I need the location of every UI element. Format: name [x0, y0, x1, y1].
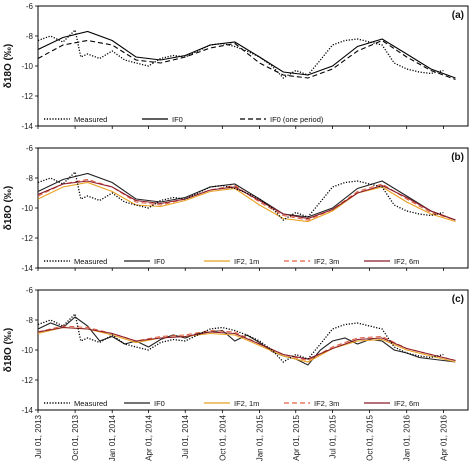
x-tick-label: Apr 01, 2015	[292, 414, 301, 460]
x-tick-label: Oct 01, 2014	[218, 414, 227, 460]
plot-frame	[37, 5, 469, 127]
y-axis-label: δ18O (‰)	[3, 44, 14, 88]
y-tick-label: -10	[21, 204, 33, 213]
panel-label: (a)	[452, 10, 464, 21]
series-line-if0	[38, 30, 456, 79]
y-tick-label: -8	[26, 316, 34, 325]
series-line-if0-one-period-	[38, 39, 456, 81]
y-tick-label: -6	[26, 2, 34, 11]
x-tick-label: Oct 01, 2015	[366, 414, 375, 460]
y-tick-label: -6	[26, 286, 34, 295]
y-tick-label: -12	[21, 234, 33, 243]
y-tick-label: -14	[21, 406, 33, 415]
panel-3: -6 -8 -10 -12 -14 δ18O (‰) (c) Measured IF0 IF2, …	[3, 286, 469, 415]
legend-label: IF0	[172, 115, 183, 124]
panel-1: -6 -8 -10 -12 -14 δ18O (‰) (a) Measured IF0 IF0 (…	[3, 2, 469, 131]
series-line-if2-6m	[38, 326, 456, 362]
x-tick-label: Oct 01, 2013	[71, 414, 80, 460]
series-line-if2-1m	[38, 326, 456, 363]
x-tick-label: Jan 01, 2016	[403, 414, 412, 461]
legend-label: IF2, 6m	[394, 257, 419, 266]
x-tick-label: Jul 01, 2015	[328, 414, 337, 458]
y-tick-label: -14	[21, 122, 33, 131]
series-line-if2-1m	[38, 181, 456, 223]
series-line-measured	[38, 28, 444, 79]
y-tick-label: -10	[21, 346, 33, 355]
legend-label: IF2, 3m	[314, 399, 339, 408]
x-tick-label: Jan 01, 2015	[255, 414, 264, 461]
y-tick-label: -12	[21, 92, 33, 101]
legend-label: IF0	[154, 257, 165, 266]
y-axis-label: δ18O (‰)	[3, 328, 14, 372]
x-tick-label: Apr 01, 2016	[439, 414, 448, 460]
series-line-measured	[38, 312, 444, 363]
legend-label: IF2, 3m	[314, 257, 339, 266]
y-tick-label: -6	[26, 144, 34, 153]
series-line-if2-3m	[38, 325, 456, 362]
x-tick-label: Jul 01, 2013	[34, 414, 43, 458]
y-tick-label: -12	[21, 376, 33, 385]
x-tick-label: Jul 01, 2014	[181, 414, 190, 458]
legend-label: Measured	[74, 115, 107, 124]
y-tick-label: -8	[26, 32, 34, 41]
plot-frame	[37, 147, 469, 269]
y-tick-label: -8	[26, 174, 34, 183]
x-tick-label: Apr 01, 2014	[145, 414, 154, 460]
legend-label: IF2, 1m	[234, 399, 259, 408]
x-tick-label: Jan 01, 2014	[108, 414, 117, 461]
panel-2: -6 -8 -10 -12 -14 δ18O (‰) (b) Measured IF0 IF2, …	[3, 144, 469, 273]
plot-frame	[37, 289, 469, 411]
legend-label: IF0 (one period)	[270, 115, 324, 124]
legend-label: IF0	[154, 399, 165, 408]
y-tick-label: -14	[21, 264, 33, 273]
panel-label: (b)	[451, 152, 464, 163]
series-line-if0	[38, 172, 456, 221]
y-tick-label: -10	[21, 62, 33, 71]
legend-label: Measured	[74, 257, 107, 266]
y-axis-label: δ18O (‰)	[3, 186, 14, 230]
legend-label: IF2, 1m	[234, 257, 259, 266]
panel-label: (c)	[452, 294, 464, 305]
series-line-measured	[38, 170, 444, 221]
legend-label: IF2, 6m	[394, 399, 419, 408]
legend-label: Measured	[74, 399, 107, 408]
